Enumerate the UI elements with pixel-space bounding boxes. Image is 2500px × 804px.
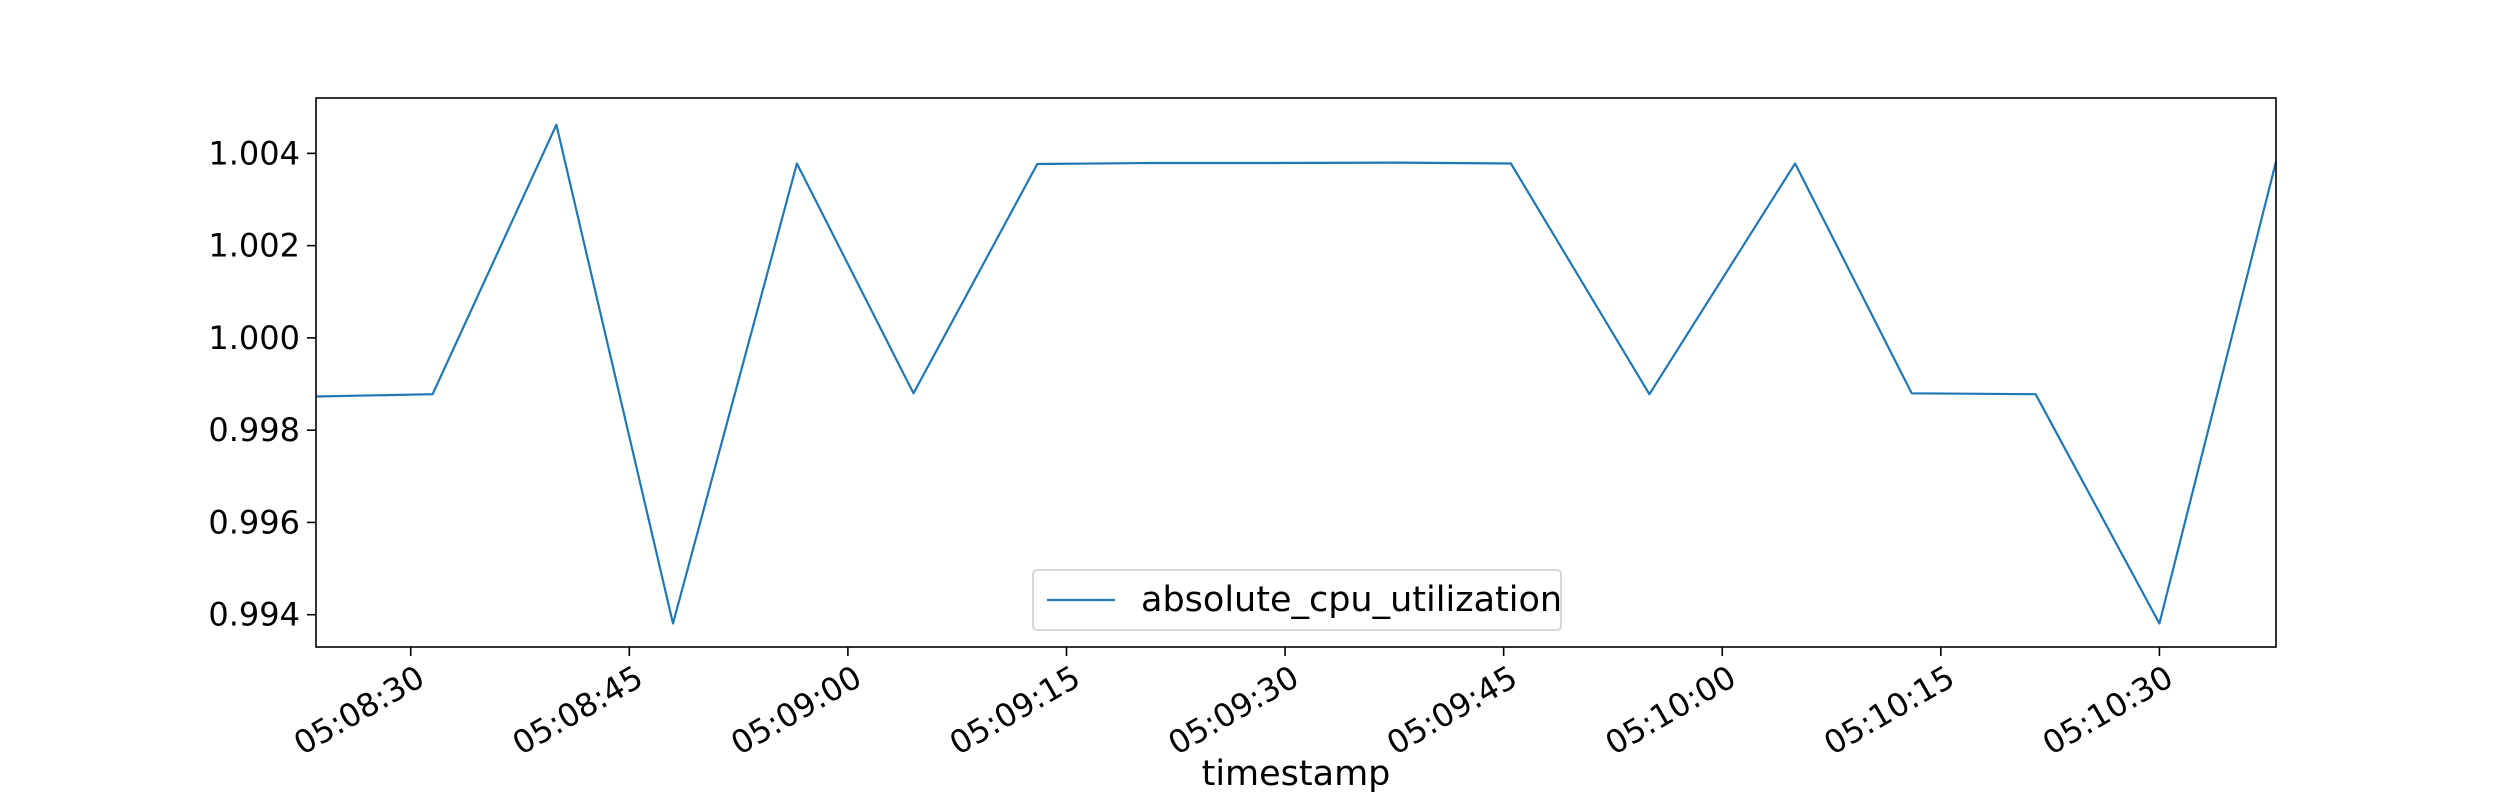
y-tick-label: 0.996 <box>208 503 300 541</box>
y-tick-label: 0.994 <box>208 596 300 634</box>
y-tick-label: 1.000 <box>208 319 300 357</box>
legend: absolute_cpu_utilization <box>1033 570 1562 630</box>
y-tick-label: 0.998 <box>208 411 300 449</box>
x-axis-title: timestamp <box>1202 754 1391 794</box>
y-tick-label: 1.002 <box>208 227 300 265</box>
y-tick-label: 1.004 <box>208 134 300 172</box>
legend-label: absolute_cpu_utilization <box>1141 580 1562 620</box>
